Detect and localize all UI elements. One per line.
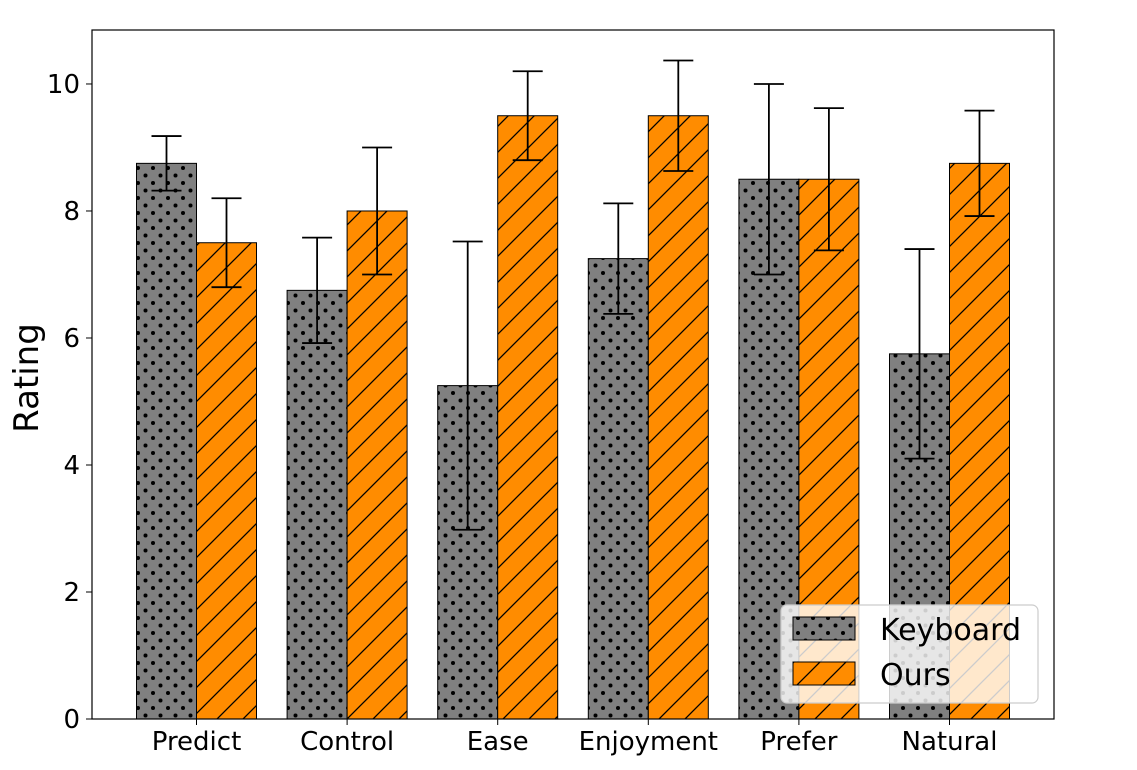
x-tick-label-ease: Ease [467, 727, 529, 757]
error-bar-keyboard-prefer [753, 83, 784, 276]
error-bar-ours-control [362, 146, 393, 276]
x-tick-label-predict: Predict [152, 727, 242, 757]
x-tick-label-enjoyment: Enjoyment [579, 727, 718, 757]
bar-ours-control [346, 210, 408, 720]
y-tick-label-4: 4 [63, 451, 80, 481]
error-bars-group [151, 59, 995, 531]
error-bar-ours-ease [512, 70, 543, 162]
y-tick-label-6: 6 [63, 324, 80, 354]
bar-keyboard-enjoyment [587, 258, 649, 720]
x-tick-label-control: Control [300, 727, 394, 757]
legend: Keyboard Ours [780, 604, 1039, 704]
y-tick-label-10: 10 [47, 70, 80, 100]
bar-ours-predict [196, 242, 257, 720]
plot-frame [91, 29, 1055, 720]
bar-ours-enjoyment [647, 115, 709, 720]
y-tick-label-0: 0 [63, 705, 80, 735]
y-tick-label-8: 8 [63, 197, 80, 227]
error-bar-keyboard-ease [452, 240, 483, 531]
error-bar-keyboard-enjoyment [603, 202, 634, 315]
error-bar-ours-natural [964, 109, 995, 217]
bar-keyboard-predict [136, 162, 197, 720]
error-bar-keyboard-natural [904, 248, 935, 460]
error-bar-keyboard-control [302, 236, 333, 344]
y-tick-label-2: 2 [63, 578, 80, 608]
legend-label-ours: Ours [880, 658, 951, 693]
x-axis: Predict Control Ease Enjoyment Prefer Natural [152, 719, 998, 757]
y-axis: 0 2 4 6 8 10 [47, 70, 92, 735]
y-axis-label: Rating [7, 323, 47, 433]
error-bar-ours-enjoyment [663, 59, 694, 172]
x-tick-label-prefer: Prefer [760, 727, 837, 757]
error-bar-ours-prefer [813, 107, 844, 252]
error-bar-ours-predict [211, 197, 242, 289]
legend-label-keyboard: Keyboard [880, 613, 1021, 648]
error-bar-keyboard-predict [151, 135, 182, 192]
bar-ours-ease [497, 115, 559, 720]
bar-keyboard-control [286, 289, 348, 720]
legend-swatch-ours [792, 661, 856, 686]
legend-swatch-keyboard [792, 616, 856, 641]
x-tick-label-natural: Natural [902, 727, 998, 757]
